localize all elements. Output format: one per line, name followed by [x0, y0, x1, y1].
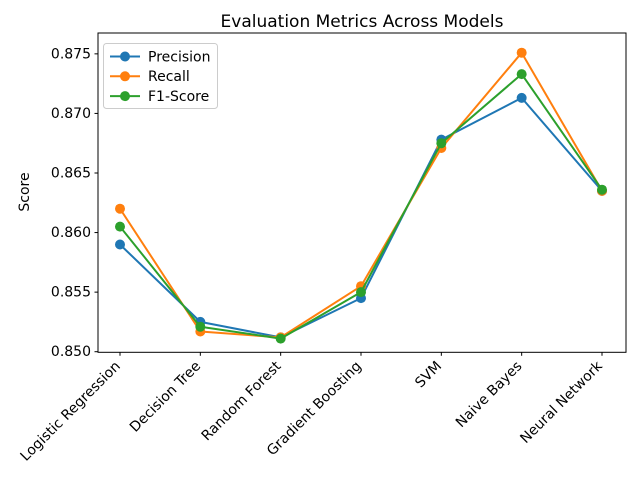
- data-point-marker: [516, 92, 527, 103]
- x-tick-label: Naive Bayes: [453, 358, 526, 431]
- x-tick-label: SVM: [412, 358, 445, 391]
- series-lines: [115, 47, 607, 344]
- legend-marker-icon: [120, 91, 130, 102]
- data-point-marker: [356, 287, 366, 298]
- chart-title: Evaluation Metrics Across Models: [221, 12, 504, 32]
- data-point-marker: [275, 333, 286, 344]
- data-point-marker: [115, 203, 125, 214]
- y-tick-label: 0.865: [51, 165, 91, 181]
- data-point-marker: [597, 184, 607, 195]
- legend-label: Precision: [148, 49, 210, 65]
- legend-item-f1-score: F1-Score: [110, 89, 209, 105]
- x-tick-label: Logistic Regression: [18, 358, 124, 464]
- x-tick-label: Decision Tree: [127, 358, 204, 435]
- data-point-marker: [115, 221, 125, 232]
- y-axis-ticks: 0.850 0.855 0.860 0.865 0.870 0.875: [51, 46, 98, 360]
- data-point-marker: [195, 321, 206, 332]
- legend: Precision Recall F1-Score: [103, 43, 218, 109]
- y-tick-label: 0.870: [51, 106, 91, 122]
- legend-item-recall: Recall: [110, 69, 190, 85]
- y-tick-label: 0.855: [51, 285, 91, 301]
- data-point-marker: [436, 138, 447, 149]
- x-tick-label: Neural Network: [517, 358, 606, 447]
- y-axis-label: Score: [17, 172, 33, 211]
- data-point-marker: [115, 239, 125, 250]
- y-tick-label: 0.875: [51, 46, 91, 62]
- legend-item-precision: Precision: [110, 49, 210, 65]
- legend-box: [103, 43, 218, 109]
- y-tick-label: 0.850: [51, 344, 91, 360]
- data-point-marker: [516, 47, 527, 58]
- legend-marker-icon: [120, 51, 130, 62]
- data-point-marker: [516, 69, 527, 80]
- y-tick-label: 0.860: [51, 225, 91, 241]
- legend-marker-icon: [120, 71, 130, 82]
- x-tick-label: Random Forest: [199, 358, 285, 444]
- legend-label: Recall: [148, 69, 190, 85]
- series-f1-score: [115, 69, 607, 344]
- legend-label: F1-Score: [148, 89, 209, 105]
